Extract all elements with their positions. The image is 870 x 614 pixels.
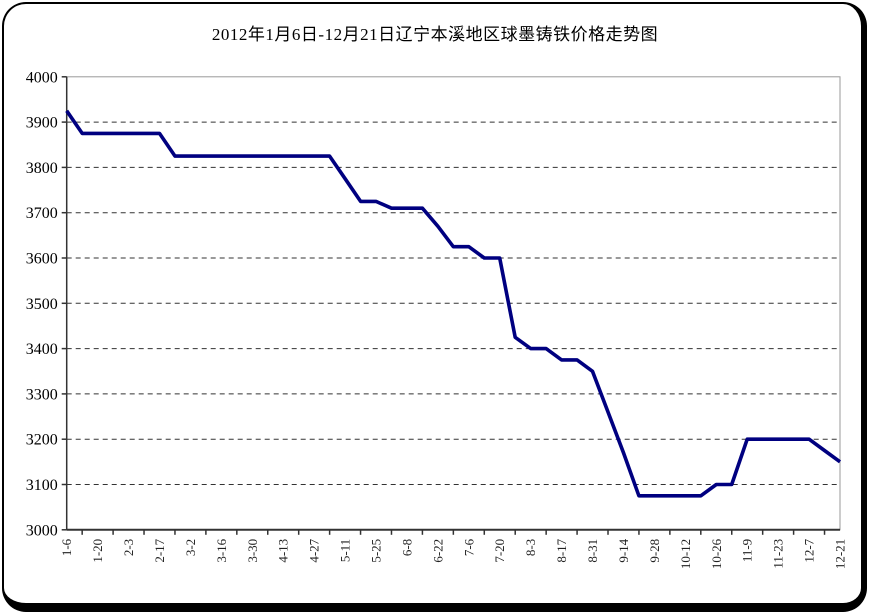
- x-axis-label: 4-13: [276, 539, 291, 563]
- y-axis-label: 3100: [26, 477, 58, 494]
- x-axis-label: 9-14: [616, 538, 631, 562]
- x-axis-label: 5-11: [338, 539, 353, 562]
- x-axis-label: 5-25: [369, 539, 384, 563]
- x-axis-label: 1-6: [59, 538, 74, 556]
- x-axis-label: 8-31: [585, 539, 600, 563]
- x-axis-label: 10-12: [678, 539, 693, 569]
- x-axis-label: 3-30: [245, 539, 260, 563]
- x-axis-label: 9-28: [647, 539, 662, 563]
- x-axis-label: 11-23: [771, 539, 786, 569]
- x-axis-label: 12-7: [802, 538, 817, 562]
- x-axis-label: 2-3: [121, 539, 136, 556]
- y-axis-label: 3400: [26, 341, 58, 358]
- y-axis-label: 4000: [26, 69, 58, 86]
- price-line-series: [65, 109, 842, 498]
- x-axis-label: 6-8: [399, 539, 414, 556]
- y-axis-label: 3700: [26, 205, 58, 222]
- y-axis-label: 3200: [26, 432, 58, 449]
- x-axis-label: 11-9: [740, 539, 755, 562]
- x-axis-label: 6-22: [430, 539, 445, 563]
- x-axis-label: 12-21: [833, 539, 848, 569]
- x-axis-label: 8-17: [554, 538, 569, 562]
- x-axis-label: 7-20: [492, 539, 507, 563]
- y-axis-label: 3800: [26, 160, 58, 177]
- x-axis-label: 1-20: [90, 539, 105, 563]
- x-axis-label: 7-6: [461, 538, 476, 556]
- x-axis-label: 4-27: [307, 538, 322, 562]
- y-axis-label: 3600: [26, 251, 58, 268]
- x-axis-label: 8-3: [523, 539, 538, 556]
- chart-title: 2012年1月6日-12月21日辽宁本溪地区球墨铸铁价格走势图: [211, 25, 659, 44]
- y-axis-label: 3500: [26, 296, 58, 313]
- y-axis-label: 3900: [26, 115, 58, 132]
- x-axis-label: 10-26: [709, 538, 724, 569]
- x-axis-label: 3-16: [214, 538, 229, 562]
- x-axis-label: 2-17: [152, 538, 167, 562]
- y-axis-label: 3000: [26, 522, 58, 539]
- y-axis-label: 3300: [26, 386, 58, 403]
- x-axis-label: 3-2: [183, 539, 198, 556]
